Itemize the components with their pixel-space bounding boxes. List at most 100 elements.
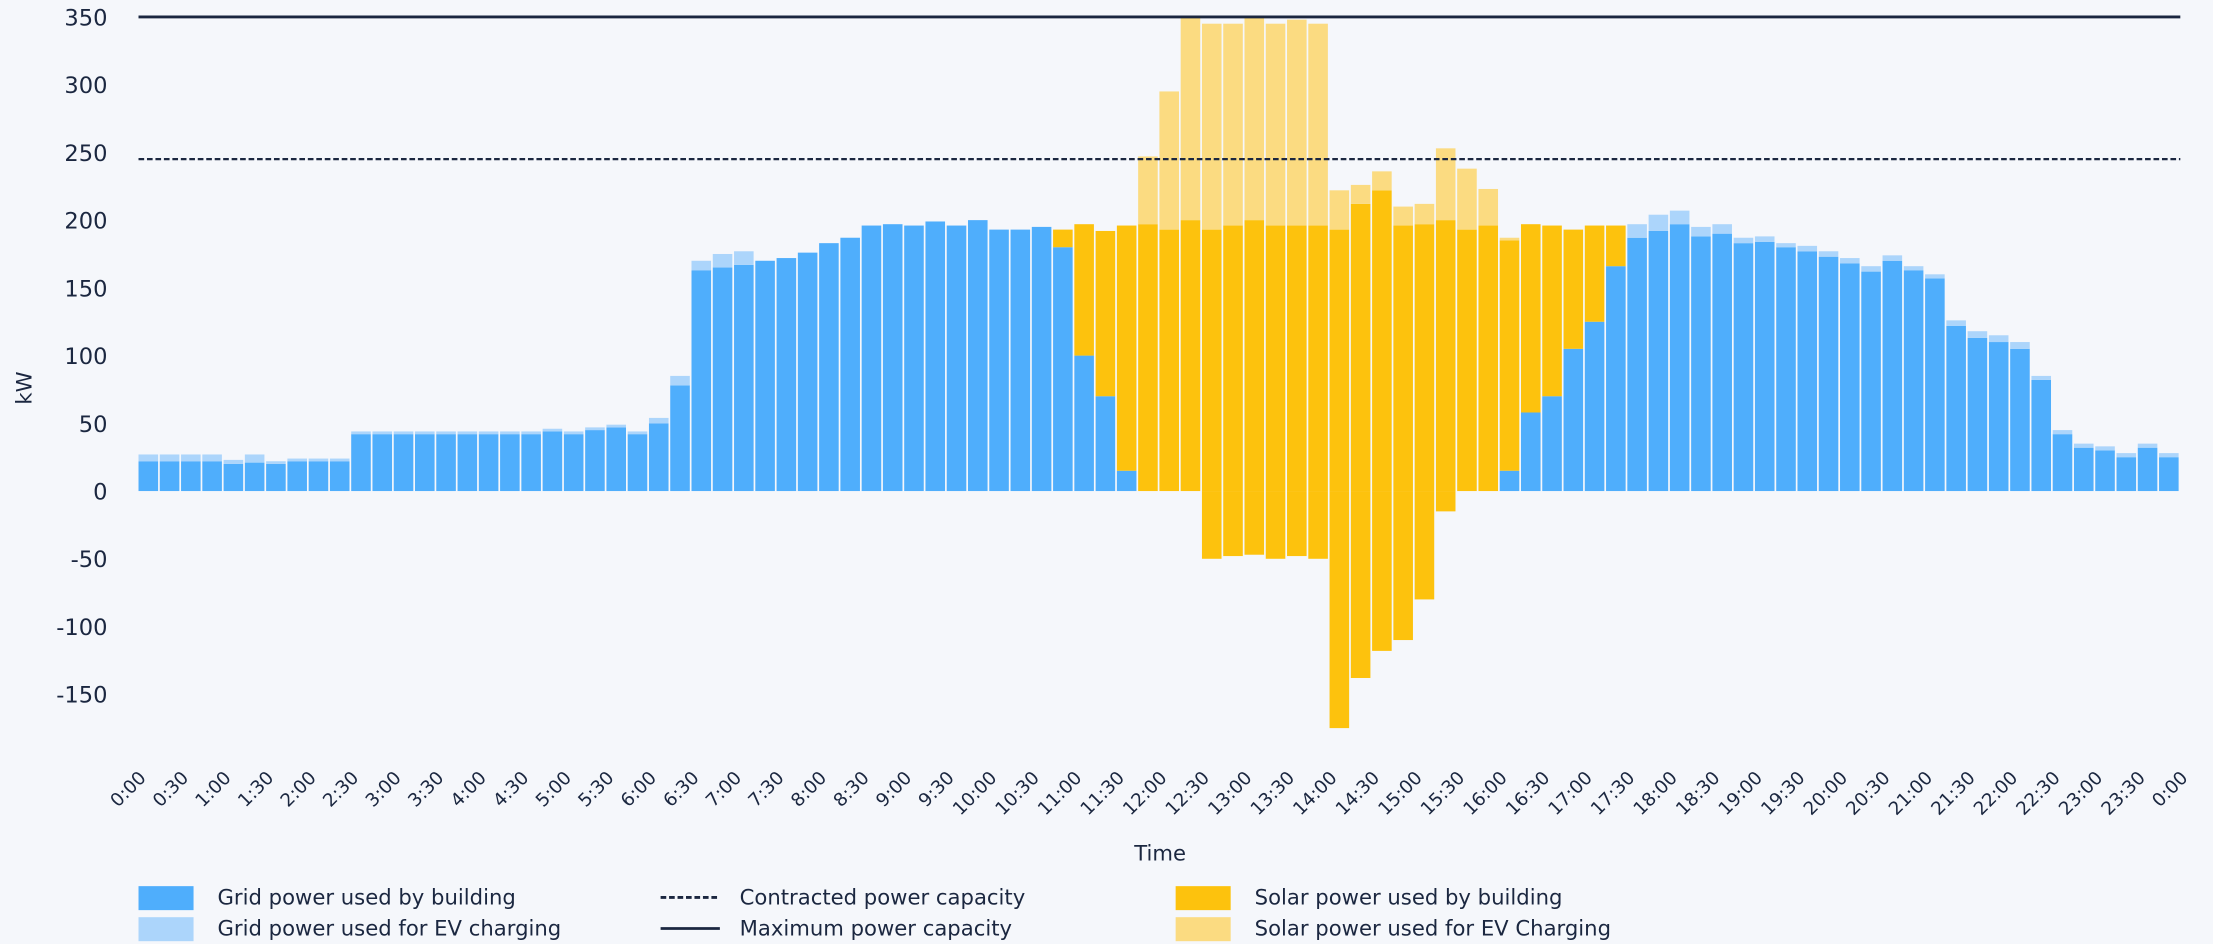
bar-segment: [1520, 224, 1541, 413]
bar-segment: [181, 461, 201, 492]
bar-segment: [670, 375, 690, 386]
bar-segment: [1542, 396, 1562, 492]
bar-segment: [1754, 236, 1775, 242]
legend-swatch: [138, 886, 194, 911]
bar-segment: [372, 434, 393, 492]
bar-segment: [202, 461, 222, 492]
x-tick-label: 18:00: [1630, 768, 1682, 820]
bar-segment: [1350, 203, 1371, 492]
bar-segment: [542, 428, 563, 432]
bar-segment: [1861, 271, 1881, 492]
bar-segment: [1584, 321, 1605, 492]
bar-segment-negative: [1244, 491, 1265, 555]
bar-segment: [776, 258, 797, 492]
bar-segment: [266, 461, 286, 464]
bar-segment-negative: [1372, 491, 1392, 651]
bar-segment: [1138, 156, 1158, 225]
x-tick-label: 20:30: [1842, 768, 1894, 820]
bar-segment: [329, 458, 350, 462]
bar-segment: [2095, 450, 2115, 492]
x-tick-label: 14:30: [1332, 768, 1384, 820]
bar-segment: [1946, 320, 1966, 326]
bar-segment: [1563, 229, 1584, 349]
bar-segment: [1435, 148, 1456, 221]
bar-segment: [691, 270, 712, 492]
bars: [138, 15, 2179, 729]
x-tick-label: 8:30: [830, 768, 874, 812]
bar-segment: [1265, 225, 1286, 492]
bar-segment: [1435, 220, 1456, 492]
bar-segment-negative: [1287, 491, 1307, 557]
bar-segment: [1053, 229, 1073, 248]
bar-segment: [138, 454, 159, 462]
bar-segment: [308, 458, 329, 462]
bar-segment: [1648, 230, 1669, 492]
bar-segment: [138, 461, 159, 492]
x-tick-label: 10:00: [949, 768, 1001, 820]
bar-segment: [2159, 453, 2179, 458]
bar-segment: [1499, 240, 1520, 471]
x-axis-label: Time: [1133, 841, 1186, 866]
x-tick-label: 17:00: [1545, 768, 1597, 820]
bar-segment: [223, 459, 244, 464]
x-tick-label: 11:00: [1034, 768, 1086, 820]
bar-segment: [202, 454, 222, 462]
x-tick-label: 1:00: [192, 768, 236, 812]
bar-segment: [1159, 229, 1179, 492]
legend-label: Grid power used by building: [218, 884, 516, 909]
bar-segment: [563, 434, 584, 492]
bar-segment: [734, 251, 754, 265]
bar-segment: [627, 434, 648, 492]
bar-segment: [2052, 434, 2073, 492]
bar-segment: [244, 454, 265, 463]
x-tick-label: 19:30: [1757, 768, 1809, 820]
bar-segment: [797, 252, 818, 492]
bar-segment: [861, 225, 882, 492]
x-tick-label: 20:00: [1800, 768, 1852, 820]
bar-segment: [904, 225, 924, 492]
bar-segment: [1712, 224, 1732, 234]
bar-segment: [819, 243, 839, 492]
bar-segment: [1606, 266, 1626, 492]
bar-segment: [1648, 214, 1669, 231]
x-tick-label: 14:00: [1289, 768, 1341, 820]
bar-segment: [1499, 237, 1520, 241]
bar-segment: [1988, 335, 2009, 343]
bar-segment-negative: [1435, 491, 1456, 512]
x-tick-label: 8:00: [787, 768, 831, 812]
x-tick-label: 23:30: [2098, 768, 2150, 820]
x-tick-label: 7:00: [702, 768, 746, 812]
legend-swatch: [138, 917, 194, 942]
bar-segment: [1946, 325, 1966, 492]
bar-segment: [1393, 225, 1413, 492]
x-tick-label: 5:00: [532, 768, 576, 812]
bar-segment: [542, 431, 563, 492]
x-tick-label: 4:30: [489, 768, 533, 812]
bar-segment: [1457, 229, 1477, 492]
bar-segment: [1393, 206, 1413, 226]
bar-segment: [1287, 225, 1307, 492]
bar-segment: [1882, 260, 1903, 492]
bar-segment: [1095, 396, 1116, 492]
bar-segment: [563, 431, 584, 435]
bar-segment: [1754, 241, 1775, 492]
bar-segment: [1542, 225, 1562, 397]
legend-label: Contracted power capacity: [740, 884, 1026, 909]
bar-segment: [1520, 412, 1541, 492]
bar-segment: [2031, 375, 2052, 380]
bar-segment: [1988, 342, 2009, 492]
bar-segment: [670, 385, 690, 492]
bar-segment: [372, 431, 393, 435]
y-tick-label: 100: [64, 344, 107, 370]
y-tick-label: 0: [93, 480, 107, 506]
bar-segment: [585, 430, 605, 492]
bar-segment: [2137, 447, 2158, 492]
bar-segment: [1669, 210, 1690, 225]
x-tick-label: 12:00: [1119, 768, 1171, 820]
bar-segment: [1223, 225, 1243, 492]
bar-segment: [1031, 226, 1052, 492]
bar-segment: [840, 237, 860, 492]
bar-segment: [1903, 270, 1924, 492]
bar-segment: [159, 454, 180, 462]
